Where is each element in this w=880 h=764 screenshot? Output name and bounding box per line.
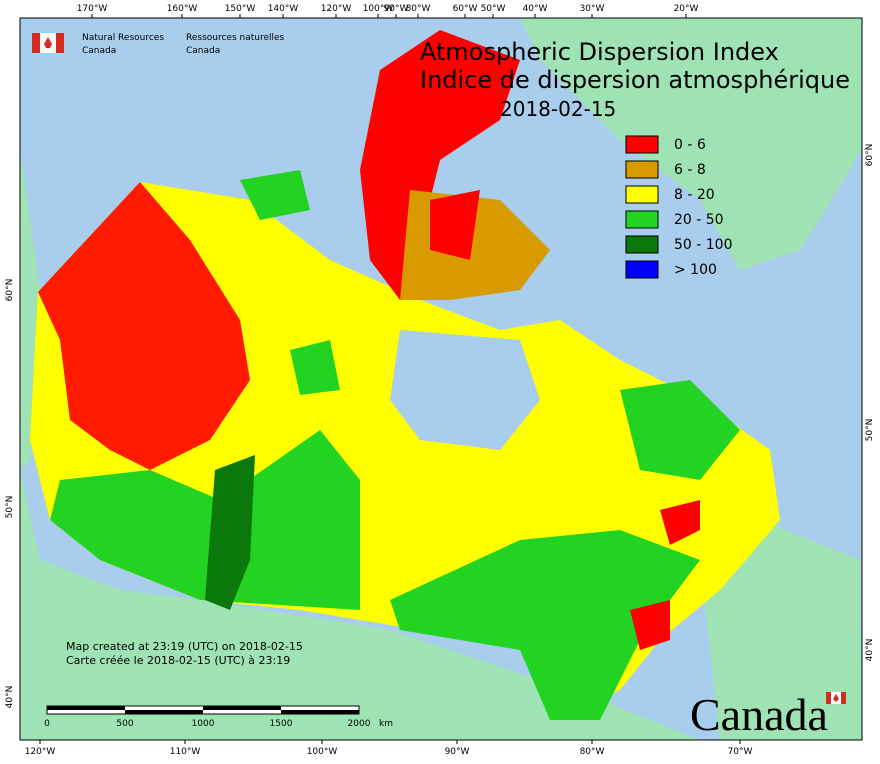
scale-segment — [125, 710, 203, 714]
graticule-label: 100°W — [307, 747, 338, 757]
legend-swatch — [625, 260, 659, 279]
graticule-label: 60°N — [5, 279, 15, 302]
graticule-label: 50°N — [865, 419, 875, 442]
legend-swatch — [625, 185, 659, 204]
graticule-label: 20°W — [674, 4, 699, 14]
agency-fr: Canada — [186, 46, 220, 56]
graticule-label: 150°W — [225, 4, 256, 14]
scale-label: 1000 — [192, 719, 215, 729]
graticule-label: 60°N — [865, 144, 875, 167]
credit: Map created at 23:19 (UTC) on 2018-02-15 — [66, 640, 303, 653]
credit: Carte créée le 2018-02-15 (UTC) à 23:19 — [66, 654, 290, 667]
graticule-label: 40°N — [5, 686, 15, 709]
scale-unit: km — [379, 719, 393, 729]
graticule-label: 30°W — [580, 4, 605, 14]
wordmark: Canada — [690, 689, 828, 740]
scale-label: 2000 — [348, 719, 371, 729]
legend-swatch — [625, 210, 659, 229]
graticule-label: 80°W — [406, 4, 431, 14]
graticule-label: 40°N — [865, 639, 875, 662]
title-fr: Indice de dispersion atmosphérique — [420, 66, 850, 94]
scale-label: 1500 — [270, 719, 293, 729]
frame — [19, 17, 863, 741]
legend-label: 20 - 50 — [674, 212, 724, 228]
legend-label: 6 - 8 — [674, 162, 706, 178]
scale-label: 500 — [116, 719, 133, 729]
agency-fr: Ressources naturelles — [186, 33, 285, 43]
nrcan-flag — [32, 33, 846, 704]
scale-segment — [47, 706, 125, 710]
scale-label: 0 — [44, 719, 50, 729]
graticule-label: 90°W — [384, 4, 409, 14]
graticule-label: 40°W — [523, 4, 548, 14]
scale-segment — [203, 706, 281, 710]
graticule-label: 160°W — [167, 4, 198, 14]
agency-en: Natural Resources — [82, 33, 164, 43]
legend-label: 0 - 6 — [674, 137, 706, 153]
scale-segment — [281, 710, 359, 714]
graticule-label: 170°W — [77, 4, 108, 14]
graticule-label: 60°W — [453, 4, 478, 14]
graticule-label: 120°W — [321, 4, 352, 14]
legend-label: > 100 — [674, 262, 717, 278]
legend-swatch — [625, 235, 659, 254]
title-date: 2018-02-15 — [500, 97, 616, 121]
title-en: Atmospheric Dispersion Index — [420, 38, 779, 66]
legend-label: 50 - 100 — [674, 237, 733, 253]
graticule-label: 50°W — [481, 4, 506, 14]
graticule-label: 110°W — [170, 747, 201, 757]
legend-label: 8 - 20 — [674, 187, 715, 203]
legend-swatch — [625, 135, 659, 154]
graticule-label: 100°W — [363, 4, 394, 14]
graticule-label: 90°W — [445, 747, 470, 757]
land — [20, 18, 862, 740]
legend-swatch — [625, 160, 659, 179]
canada-index — [30, 30, 780, 720]
graticule-label: 140°W — [268, 4, 299, 14]
graticule-label: 50°N — [5, 496, 15, 519]
graticule-label: 80°W — [580, 747, 605, 757]
agency-en: Canada — [82, 46, 116, 56]
graticule-label: 120°W — [25, 747, 56, 757]
graticule-label: 70°W — [728, 747, 753, 757]
